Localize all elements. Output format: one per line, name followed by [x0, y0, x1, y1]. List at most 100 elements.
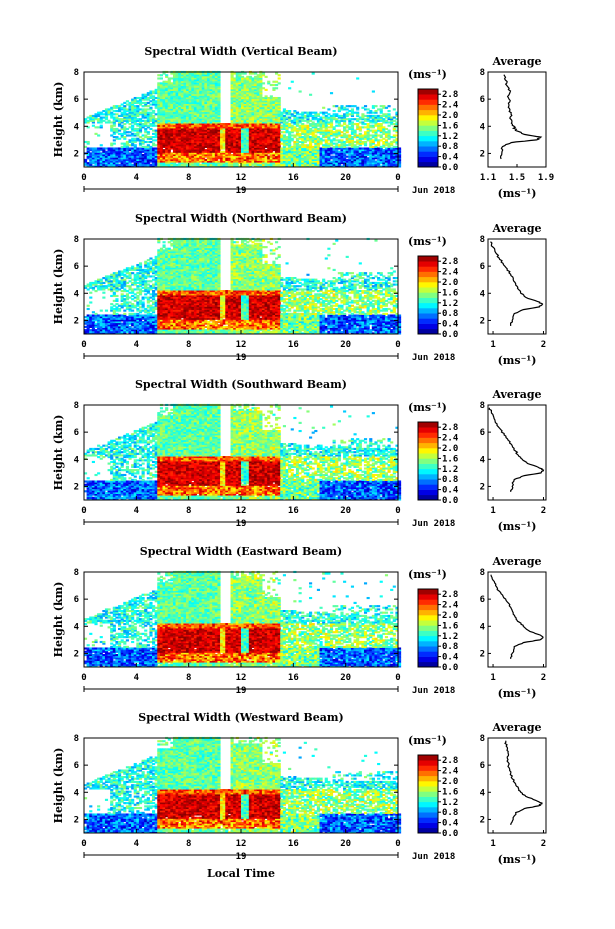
- colorbar-tick-label: 0.0: [442, 663, 458, 673]
- profile-y-tick-label: 6: [480, 595, 485, 605]
- colorbar-tick-label: 2.4: [442, 101, 459, 111]
- x-tick-label: 8: [186, 506, 191, 516]
- y-tick-label: 2: [74, 482, 79, 492]
- colorbar-tick-label: 1.6: [442, 288, 458, 298]
- heatmap-cells: [84, 736, 402, 834]
- x-tick-label: 4: [134, 839, 140, 849]
- colorbar-tick-label: 0.8: [442, 475, 458, 485]
- x-tick-label: 0: [81, 173, 86, 183]
- colorbar-tick-label: 2.8: [442, 257, 458, 267]
- y-axis-label: Height (km): [52, 748, 65, 824]
- heatmap-cells: [84, 237, 402, 335]
- x-tick-label: 0: [395, 173, 400, 183]
- x-tick-label: 16: [288, 173, 299, 183]
- x-tick-label: 20: [340, 839, 351, 849]
- colorbar-tick-label: 2.8: [442, 756, 458, 766]
- heatmap-cells: [84, 570, 402, 668]
- colorbar-unit: (ms⁻¹): [408, 68, 447, 81]
- x-tick-label: 0: [395, 340, 400, 350]
- profile-y-tick-label: 8: [480, 68, 485, 78]
- profile-y-tick-label: 2: [480, 649, 485, 659]
- date-label: 19: [236, 519, 247, 529]
- y-axis-label: Height (km): [52, 82, 65, 158]
- y-tick-label: 6: [74, 95, 79, 105]
- month-label: Jun 2018: [412, 686, 455, 696]
- colorbar-frame: [417, 255, 439, 335]
- x-tick-label: 8: [186, 839, 191, 849]
- x-tick-label: 16: [288, 839, 299, 849]
- month-label: Jun 2018: [412, 519, 455, 529]
- colorbar: [418, 256, 438, 335]
- colorbar-unit: (ms⁻¹): [408, 568, 447, 581]
- y-tick-label: 8: [74, 68, 79, 78]
- profile-y-tick-label: 2: [480, 149, 485, 159]
- profile-title: Average: [491, 55, 541, 68]
- colorbar: [418, 755, 438, 834]
- colorbar-tick-label: 2.8: [442, 90, 458, 100]
- colorbar-tick-label: 0.0: [442, 829, 458, 839]
- profile-x-tick-label: 1: [490, 506, 495, 516]
- colorbar-tick-label: 2.0: [442, 611, 458, 621]
- colorbar-tick-label: 0.4: [442, 486, 459, 496]
- colorbar-tick-label: 0.0: [442, 496, 458, 506]
- x-tick-label: 8: [186, 173, 191, 183]
- colorbar-tick-label: 0.0: [442, 330, 458, 340]
- colorbar-tick-label: 0.4: [442, 819, 459, 829]
- profile-x-tick-label: 2: [541, 673, 546, 683]
- y-tick-label: 6: [74, 262, 79, 272]
- profile-line: [504, 740, 543, 826]
- x-tick-label: 20: [340, 173, 351, 183]
- profile-y-tick-label: 2: [480, 815, 485, 825]
- colorbar-tick-label: 2.8: [442, 590, 458, 600]
- x-tick-label: 12: [236, 506, 247, 516]
- colorbar-tick-label: 2.4: [442, 434, 459, 444]
- colorbar-tick-label: 0.4: [442, 153, 459, 163]
- colorbar-tick-label: 1.6: [442, 121, 458, 131]
- profile-frame: [487, 737, 547, 834]
- y-tick-label: 2: [74, 316, 79, 326]
- profile-x-label: (ms⁻¹): [498, 187, 537, 200]
- panel-title: Spectral Width (Eastward Beam): [140, 545, 342, 558]
- colorbar-tick-label: 1.6: [442, 621, 458, 631]
- x-tick-label: 0: [81, 506, 86, 516]
- profile-x-tick-label: 2: [541, 839, 546, 849]
- colorbar-tick-label: 0.0: [442, 163, 458, 173]
- profile-y-tick-label: 4: [480, 622, 486, 632]
- panel-1: Spectral Width (Northward Beam) Height (k…: [52, 212, 547, 367]
- x-tick-label: 0: [81, 673, 86, 683]
- x-tick-label: 0: [395, 673, 400, 683]
- panel-title: Spectral Width (Westward Beam): [138, 711, 343, 724]
- x-axis-label: Local Time: [207, 867, 275, 880]
- x-tick-label: 8: [186, 340, 191, 350]
- colorbar-tick-label: 1.2: [442, 798, 458, 808]
- panel-title: Spectral Width (Northward Beam): [135, 212, 347, 225]
- date-label: 19: [236, 852, 247, 862]
- colorbar-tick-label: 1.2: [442, 132, 458, 142]
- y-axis-label: Height (km): [52, 249, 65, 325]
- panel-2: Spectral Width (Southward Beam) Height (k…: [52, 378, 547, 533]
- profile-y-tick-label: 8: [480, 568, 485, 578]
- y-tick-label: 4: [74, 455, 80, 465]
- colorbar: [418, 89, 438, 168]
- month-label: Jun 2018: [412, 353, 455, 363]
- colorbar-tick-label: 0.4: [442, 320, 459, 330]
- x-tick-label: 20: [340, 340, 351, 350]
- profile-y-tick-label: 4: [480, 455, 486, 465]
- profile-y-tick-label: 2: [480, 316, 485, 326]
- colorbar-tick-label: 2.0: [442, 278, 458, 288]
- x-tick-label: 4: [134, 673, 140, 683]
- y-tick-label: 4: [74, 788, 80, 798]
- colorbar-frame: [417, 421, 439, 501]
- panel-title: Spectral Width (Vertical Beam): [144, 45, 337, 58]
- profile-y-tick-label: 6: [480, 428, 485, 438]
- profile-y-tick-label: 6: [480, 95, 485, 105]
- x-tick-label: 12: [236, 173, 247, 183]
- colorbar-frame: [417, 754, 439, 834]
- profile-x-tick-label: 1: [490, 340, 495, 350]
- x-tick-label: 0: [81, 340, 86, 350]
- profile-y-tick-label: 6: [480, 262, 485, 272]
- y-tick-label: 8: [74, 568, 79, 578]
- profile-x-tick-label: 2: [541, 506, 546, 516]
- y-axis-label: Height (km): [52, 415, 65, 491]
- profile-x-label: (ms⁻¹): [498, 520, 537, 533]
